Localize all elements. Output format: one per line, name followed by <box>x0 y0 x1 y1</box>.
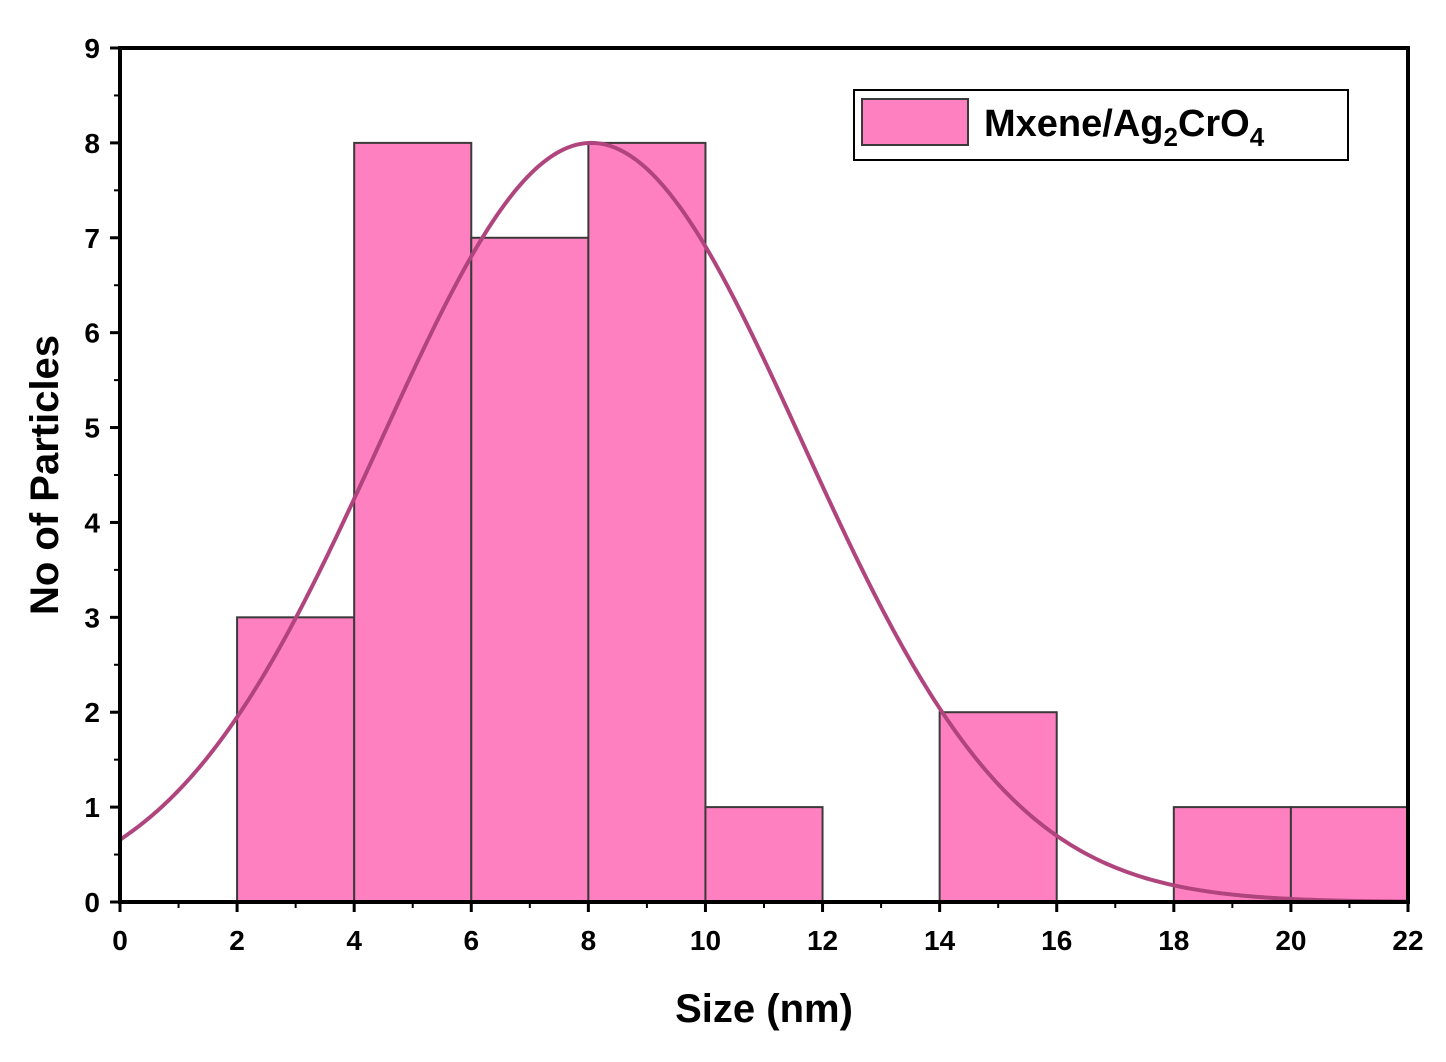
gaussian-fit-curve <box>118 140 1409 904</box>
legend-label-subscript-1: 2 <box>1163 122 1177 152</box>
x-tick-label-1: 2 <box>229 925 245 956</box>
x-tick-label-10: 20 <box>1275 925 1306 956</box>
histogram-bar-5 <box>938 711 1058 903</box>
y-tick-label-4: 4 <box>84 507 100 538</box>
y-tick-label-3: 3 <box>84 602 100 633</box>
histogram-bar-2 <box>470 236 590 903</box>
histogram-bar-1 <box>353 141 473 903</box>
x-tick-label-5: 10 <box>690 925 721 956</box>
histogram-bar-3 <box>587 141 707 903</box>
x-axis-ticks: 0 2 4 6 8 10 12 14 16 18 20 22 <box>112 902 1424 956</box>
x-tick-label-8: 16 <box>1041 925 1072 956</box>
histogram-bar-4 <box>704 806 824 903</box>
legend-label-subscript-2: 4 <box>1250 122 1265 152</box>
histogram-bars <box>236 141 1409 903</box>
x-tick-label-2: 4 <box>346 925 362 956</box>
y-tick-label-9: 9 <box>84 33 100 64</box>
x-tick-label-4: 8 <box>581 925 597 956</box>
histogram-bar-6 <box>1172 806 1292 903</box>
legend-label-mid: CrO <box>1178 103 1250 145</box>
y-tick-label-6: 6 <box>84 318 100 349</box>
x-tick-label-9: 18 <box>1158 925 1189 956</box>
histogram-bar-7 <box>1289 806 1409 903</box>
x-tick-label-11: 22 <box>1392 925 1423 956</box>
y-tick-label-2: 2 <box>84 697 100 728</box>
histogram-bar-0 <box>236 616 356 903</box>
x-tick-label-3: 6 <box>463 925 479 956</box>
legend-label: Mxene/Ag2CrO4 <box>984 103 1265 152</box>
y-axis-title: No of Particles <box>23 335 67 615</box>
legend: Mxene/Ag2CrO4 <box>853 89 1349 161</box>
y-axis-ticks: 0 1 2 3 4 5 6 7 8 9 <box>84 33 120 918</box>
legend-swatch <box>861 98 969 146</box>
y-tick-label-0: 0 <box>84 887 100 918</box>
x-tick-label-0: 0 <box>112 925 128 956</box>
legend-label-base: Mxene/Ag <box>984 103 1163 145</box>
y-tick-label-5: 5 <box>84 413 100 444</box>
x-tick-label-6: 12 <box>807 925 838 956</box>
y-tick-label-1: 1 <box>84 792 100 823</box>
x-axis-title: Size (nm) <box>675 987 853 1031</box>
x-tick-label-7: 14 <box>924 925 956 956</box>
y-tick-label-7: 7 <box>84 223 100 254</box>
y-tick-label-8: 8 <box>84 128 100 159</box>
